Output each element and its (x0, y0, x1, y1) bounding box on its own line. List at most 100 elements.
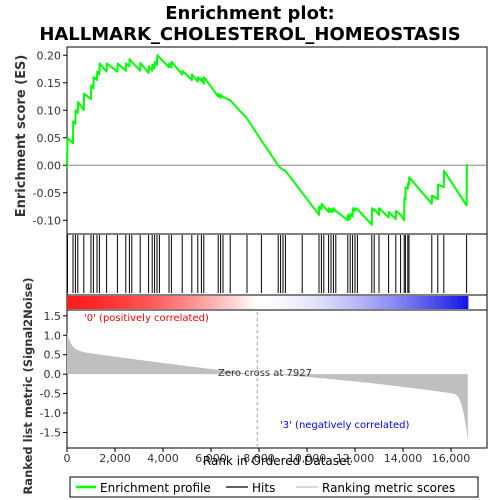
colorbar-segment (98, 296, 102, 309)
metric-tick-label: -1.5 (40, 426, 61, 439)
colorbar-segment (87, 296, 91, 309)
colorbar-segment (284, 296, 289, 309)
colorbar-segment (447, 296, 452, 309)
colorbar-segment (178, 296, 183, 309)
colorbar-segment (135, 296, 140, 309)
colorbar-segment (244, 296, 248, 309)
colorbar-segment (427, 296, 432, 309)
colorbar-segment (155, 296, 160, 309)
colorbar-segment (381, 296, 386, 309)
colorbar-segment (450, 296, 455, 309)
colorbar-segment (198, 296, 203, 309)
colorbar-segment (247, 296, 251, 309)
colorbar-segment (330, 296, 334, 309)
colorbar-segment (238, 296, 243, 309)
colorbar-segment (353, 296, 357, 309)
colorbar-segment (221, 296, 226, 309)
colorbar-segment (275, 296, 280, 309)
colorbar-segment (384, 296, 389, 309)
colorbar-segment (407, 296, 412, 309)
colorbar-segment (218, 296, 223, 309)
colorbar-segment (359, 296, 363, 309)
colorbar-segment (379, 296, 383, 309)
colorbar-segment (341, 296, 346, 309)
colorbar-segment (215, 296, 220, 309)
colorbar-segment (273, 296, 277, 309)
x-tick-label: 0 (64, 452, 71, 465)
colorbar-segment (296, 296, 300, 309)
colorbar-segment (393, 296, 397, 309)
colorbar-segment (387, 296, 392, 309)
colorbar-segment (344, 296, 349, 309)
colorbar-segment (410, 296, 415, 309)
chart-title-line2: HALLMARK_CHOLESTEROL_HOMEOSTASIS (39, 24, 460, 45)
colorbar-segment (356, 296, 360, 309)
x-tick-label: 4,000 (147, 452, 179, 465)
colorbar-segment (376, 296, 380, 309)
colorbar-segment (421, 296, 426, 309)
colorbar-segment (318, 296, 323, 309)
colorbar-segment (255, 296, 260, 309)
metric-axis-ticks: -1.5 -1.0 -0.5 0.0 0.5 1.0 1.5 (40, 310, 67, 439)
colorbar-segment (72, 296, 77, 309)
negative-label: '3' (negatively correlated) (280, 420, 409, 431)
colorbar-segment (112, 296, 117, 309)
colorbar-segment (307, 296, 311, 309)
colorbar-segment (367, 296, 372, 309)
colorbar-segment (138, 296, 143, 309)
colorbar-segment (270, 296, 274, 309)
colorbar-segment (370, 296, 374, 309)
zero-cross-label: Zero cross at 7927 (218, 368, 312, 379)
colorbar-segment (195, 296, 200, 309)
enrichment-profile-line (66, 54, 468, 226)
colorbar-segment (89, 296, 94, 309)
colorbar-segment (350, 296, 354, 309)
chart-title-line1: Enrichment plot: (165, 3, 335, 24)
es-tick-label: 0.00 (37, 159, 62, 172)
colorbar-segment (81, 296, 85, 309)
metric-tick-label: -0.5 (40, 388, 61, 401)
colorbar-segment (261, 296, 266, 309)
colorbar-segment (293, 296, 297, 309)
colorbar-segment (175, 296, 180, 309)
colorbar-segment (164, 296, 168, 309)
colorbar-segment (464, 296, 469, 309)
colorbar-segment (373, 296, 377, 309)
colorbar-segment (167, 296, 171, 309)
colorbar-segment (267, 296, 271, 309)
colorbar-segment (181, 296, 185, 309)
colorbar-segment (95, 296, 100, 309)
ranking-metric-area (67, 312, 468, 446)
metric-tick-label: 0.0 (44, 368, 62, 381)
es-tick-label: -0.10 (33, 214, 61, 227)
colorbar-segment (258, 296, 263, 309)
colorbar-segment (281, 296, 286, 309)
hit-lines (66, 235, 468, 293)
colorbar-segment (104, 296, 108, 309)
correlation-colorbar (67, 296, 469, 309)
es-tick-label: 0.15 (37, 77, 62, 90)
colorbar-segment (324, 296, 329, 309)
hits-panel-frame (66, 233, 488, 296)
colorbar-segment (121, 296, 125, 309)
colorbar-segment (390, 296, 394, 309)
colorbar-segment (184, 296, 188, 309)
colorbar-segment (459, 296, 463, 309)
colorbar-segment (264, 296, 268, 309)
colorbar-segment (210, 296, 214, 309)
colorbar-segment (327, 296, 331, 309)
es-axis-ticks: -0.10 -0.05 0.00 0.05 0.10 0.15 0.20 (33, 49, 67, 227)
colorbar-segment (298, 296, 303, 309)
metric-tick-label: 1.0 (44, 329, 62, 342)
colorbar-segment (224, 296, 228, 309)
colorbar-segment (241, 296, 246, 309)
es-tick-label: -0.05 (33, 187, 61, 200)
colorbar-segment (132, 296, 137, 309)
colorbar-segment (69, 296, 74, 309)
colorbar-segment (201, 296, 206, 309)
colorbar-segment (204, 296, 208, 309)
colorbar-segment (433, 296, 437, 309)
legend-box (69, 476, 479, 498)
colorbar-segment (364, 296, 369, 309)
colorbar-segment (456, 296, 460, 309)
